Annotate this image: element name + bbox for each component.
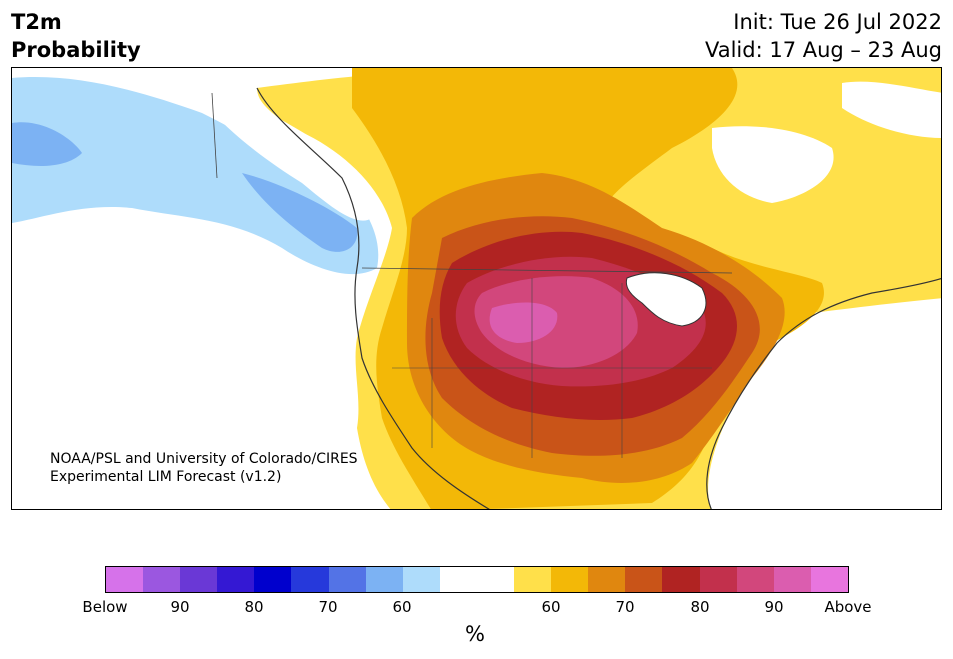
credit-text: NOAA/PSL and University of Colorado/CIRE… xyxy=(50,450,358,486)
product-label: Probability xyxy=(11,38,141,62)
colorbar-segment xyxy=(217,567,255,592)
yukon-neutral xyxy=(192,88,372,221)
probability-below-70-region-alaska xyxy=(12,122,82,166)
colorbar-segment xyxy=(514,567,552,592)
credit-line-1: NOAA/PSL and University of Colorado/CIRE… xyxy=(50,451,358,467)
colorbar-unit: % xyxy=(465,622,485,646)
colorbar-segment xyxy=(588,567,626,592)
colorbar-segment xyxy=(773,567,811,592)
colorbar-segment xyxy=(736,567,774,592)
colorbar-segment xyxy=(106,567,144,592)
colorbar-tick-label: 80 xyxy=(244,598,264,616)
colorbar-segment xyxy=(551,567,589,592)
colorbar-segment xyxy=(180,567,218,592)
colorbar-segment xyxy=(365,567,403,592)
colorbar-segment xyxy=(476,567,515,592)
colorbar-segment xyxy=(699,567,737,592)
credit-line-2: Experimental LIM Forecast (v1.2) xyxy=(50,469,282,485)
colorbar-tick-label: 60 xyxy=(392,598,412,616)
colorbar-segment xyxy=(254,567,292,592)
chart-title: T2m Probability xyxy=(11,8,141,64)
colorbar-segment xyxy=(439,567,477,592)
great-lakes xyxy=(625,272,707,327)
probability-above-95-region xyxy=(489,302,558,343)
colorbar-tick-label: 60 xyxy=(541,598,561,616)
us-canada-border xyxy=(361,267,733,274)
variable-label: T2m xyxy=(11,10,62,34)
colorbar-tick-label: 70 xyxy=(615,598,635,616)
colorbar-tick-label: Above xyxy=(824,598,872,616)
colorbar-segment xyxy=(328,567,366,592)
date-info: Init: Tue 26 Jul 2022 Valid: 17 Aug – 23… xyxy=(705,8,942,64)
colorbar-tick-label: 70 xyxy=(318,598,338,616)
forecast-map: NOAA/PSL and University of Colorado/CIRE… xyxy=(11,67,942,510)
probability-below-70-region-coast xyxy=(242,173,358,252)
colorbar-segment xyxy=(143,567,181,592)
arctic-neutral xyxy=(842,81,941,138)
colorbar xyxy=(105,566,849,593)
colorbar-segment xyxy=(662,567,700,592)
map-canvas xyxy=(12,68,941,509)
colorbar-segment xyxy=(810,567,848,592)
colorbar-tick-label: 80 xyxy=(690,598,710,616)
colorbar-tick-label: 90 xyxy=(170,598,190,616)
colorbar-segment xyxy=(625,567,663,592)
probability-below-60-region xyxy=(12,77,379,275)
west-coastline xyxy=(256,87,490,509)
east-coastline xyxy=(706,277,941,509)
alaska-border xyxy=(211,92,218,179)
colorbar-tick-label: Below xyxy=(82,598,128,616)
hudson-bay-neutral xyxy=(712,126,834,203)
colorbar-tick-label: 90 xyxy=(764,598,784,616)
init-date: Init: Tue 26 Jul 2022 xyxy=(733,10,942,34)
colorbar-segment xyxy=(291,567,329,592)
valid-range: Valid: 17 Aug – 23 Aug xyxy=(704,38,942,62)
colorbar-tick-labels: Below 90 80 70 60 60 70 80 90 Above xyxy=(0,598,953,620)
colorbar-segment xyxy=(402,567,440,592)
